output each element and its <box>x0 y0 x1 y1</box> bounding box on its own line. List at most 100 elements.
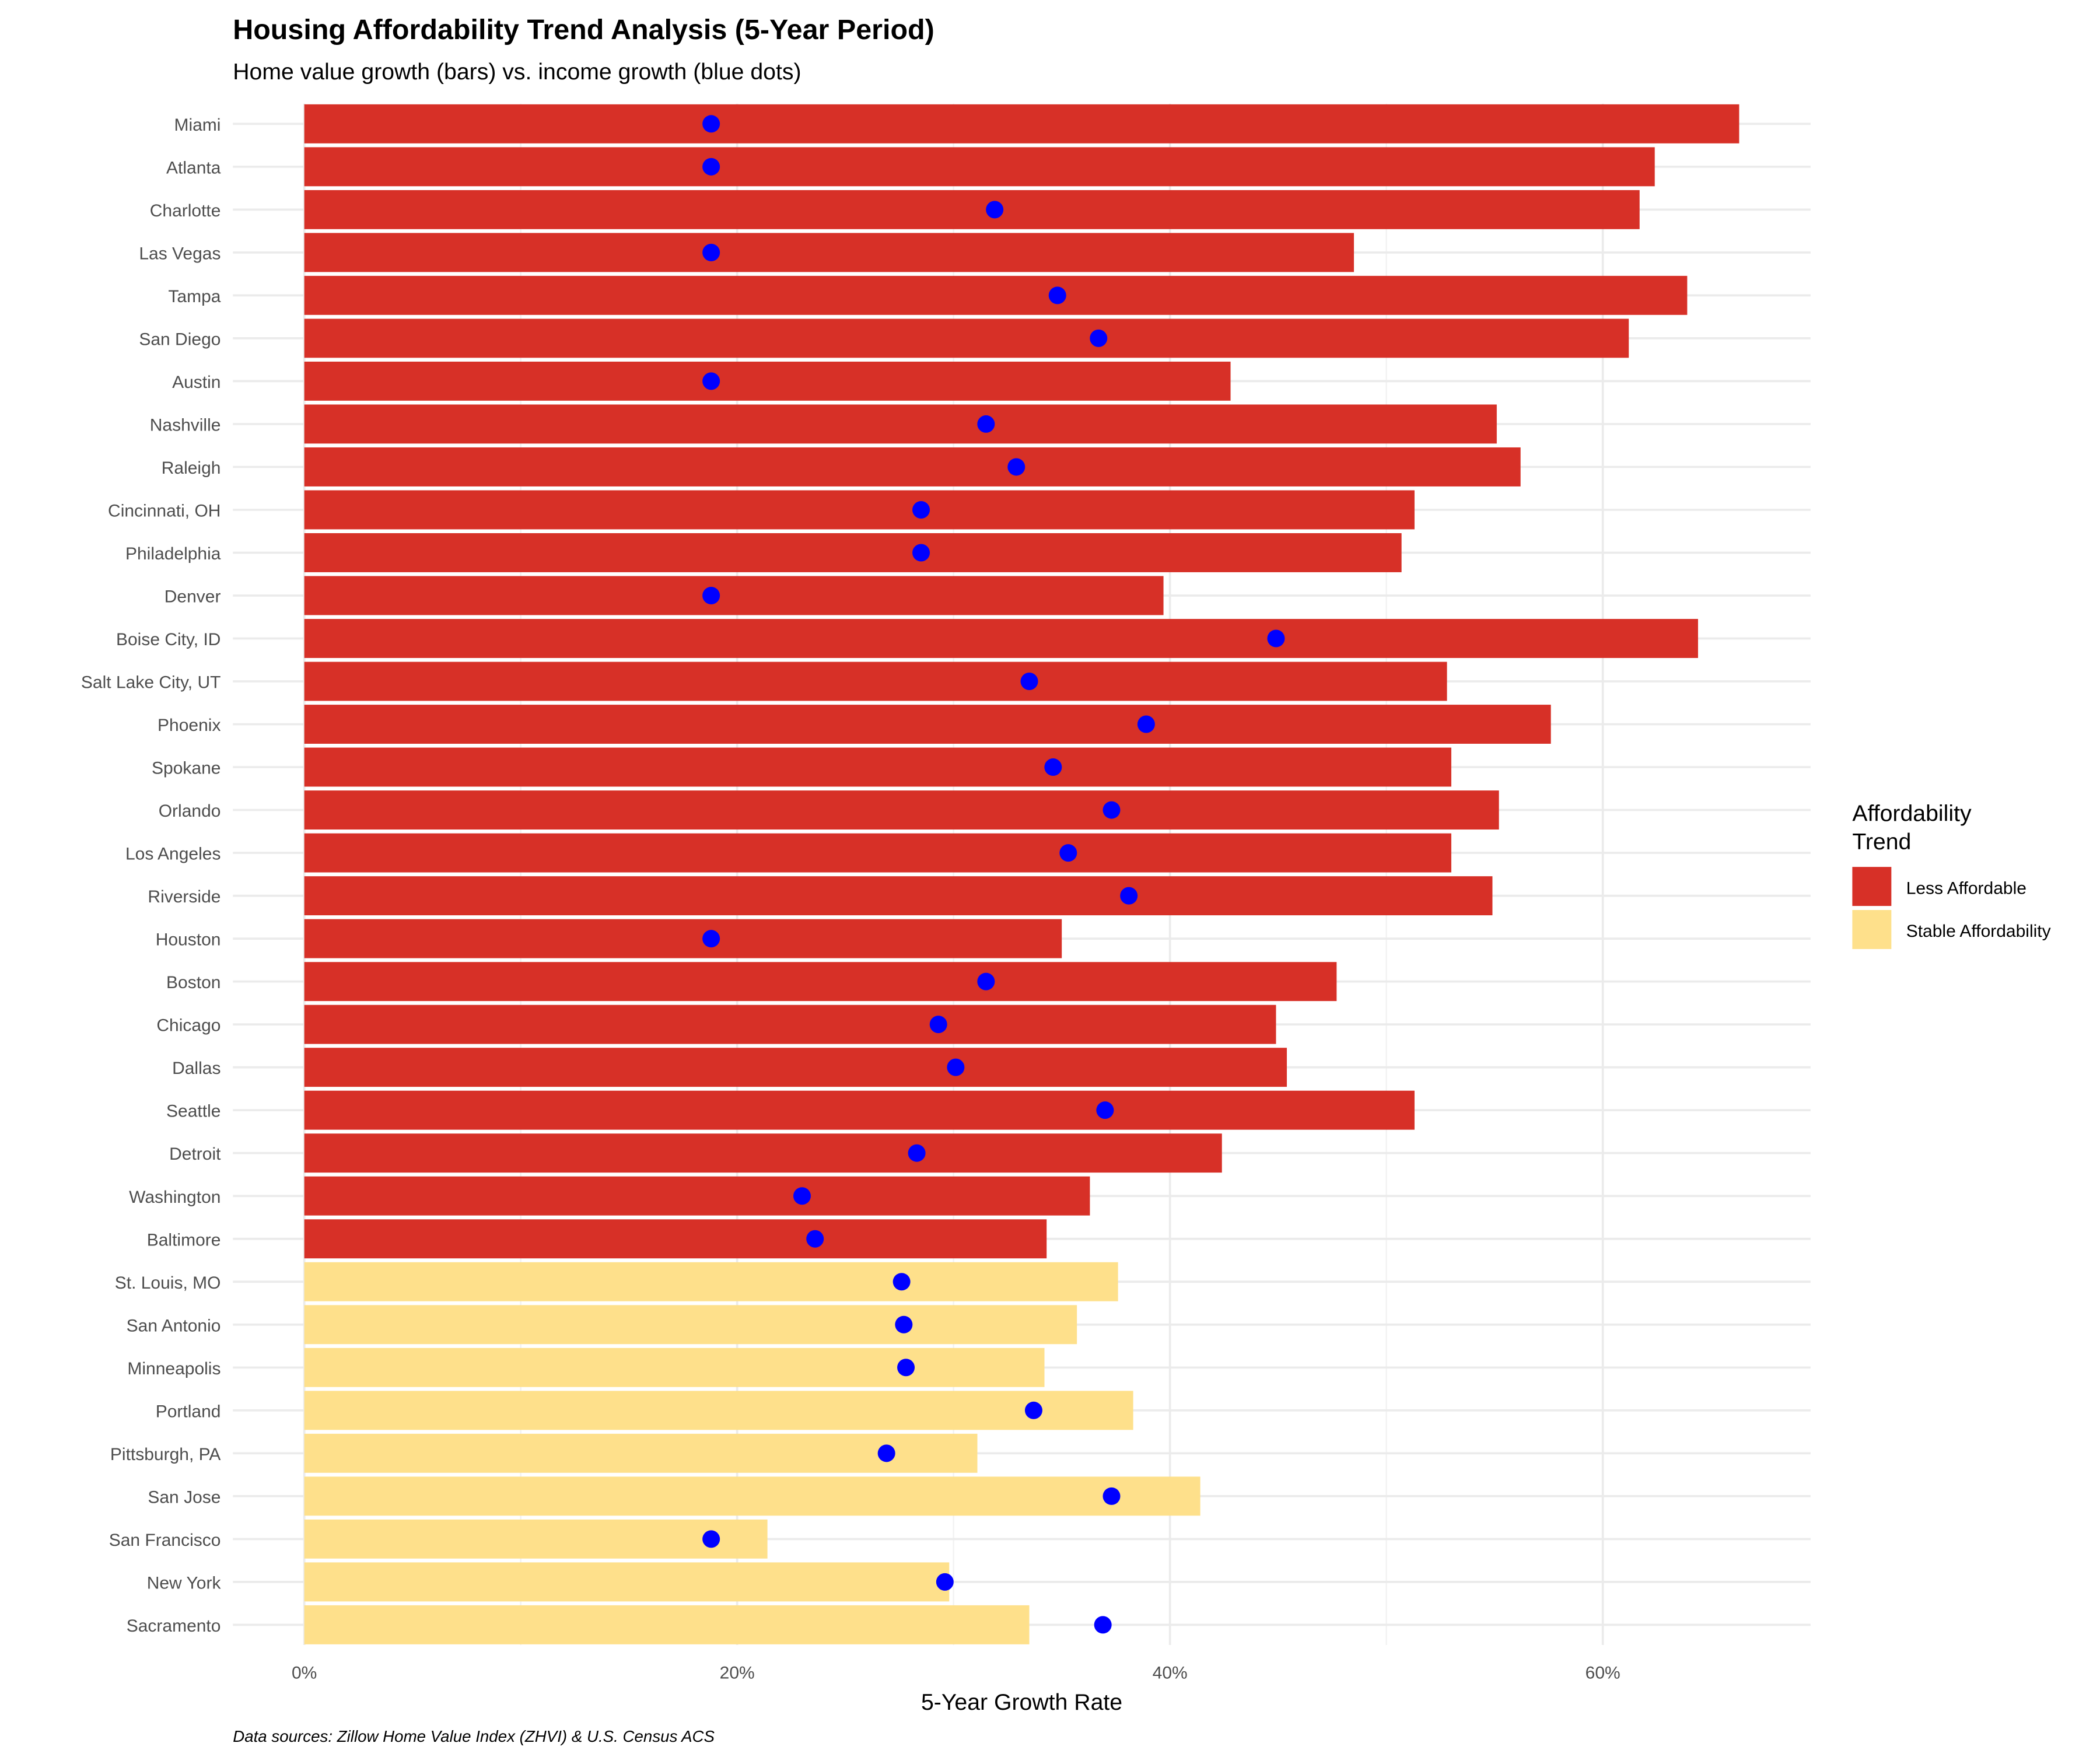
y-tick-label: St. Louis, MO <box>115 1273 221 1293</box>
caption: Data sources: Zillow Home Value Index (Z… <box>233 1727 715 1745</box>
bar <box>304 1476 1200 1516</box>
bar <box>304 1562 950 1602</box>
income-dot <box>897 1359 915 1377</box>
income-dot <box>895 1315 913 1334</box>
income-dot <box>986 201 1004 219</box>
bar <box>304 1391 1133 1430</box>
bar <box>304 747 1451 787</box>
y-tick-label: Boston <box>166 973 220 992</box>
income-dot <box>702 115 720 133</box>
bar <box>304 919 1062 958</box>
income-dot <box>1096 1101 1114 1119</box>
income-dot <box>806 1230 824 1248</box>
x-tick-label: 0% <box>292 1664 317 1683</box>
income-dot <box>977 972 995 991</box>
income-dot <box>947 1058 965 1076</box>
income-dot <box>702 930 720 948</box>
y-tick-label: Seattle <box>166 1102 220 1121</box>
y-tick-label: Atlanta <box>166 158 221 177</box>
y-tick-label: Charlotte <box>150 201 221 220</box>
y-axis-labels: Miami Atlanta Charlotte Las Vegas Tampa San D… <box>81 116 222 1636</box>
bar <box>304 790 1499 830</box>
y-tick-label: Orlando <box>159 802 221 821</box>
income-dot <box>702 243 720 261</box>
y-tick-label: Phoenix <box>158 716 220 735</box>
income-dot <box>702 158 720 176</box>
income-dot <box>1090 329 1108 347</box>
bar <box>304 1133 1222 1173</box>
y-tick-label: Washington <box>129 1188 220 1207</box>
y-tick-label: Los Angeles <box>125 845 220 864</box>
chart-title: Housing Affordability Trend Analysis (5-… <box>233 14 935 46</box>
bar <box>304 1048 1287 1087</box>
bar <box>304 1433 978 1473</box>
y-tick-label: Pittsburgh, PA <box>110 1445 221 1464</box>
income-dot <box>702 1530 720 1548</box>
bar <box>304 876 1493 916</box>
bar <box>304 233 1354 272</box>
bar <box>304 1519 768 1559</box>
y-tick-label: Philadelphia <box>125 544 221 564</box>
bar <box>304 404 1497 444</box>
income-dot <box>1048 286 1066 304</box>
y-tick-label: Portland <box>156 1402 221 1421</box>
legend-label-less-affordable: Less Affordable <box>1906 878 2027 898</box>
bar <box>304 104 1740 144</box>
x-axis-labels: 0% 20% 40% 60% <box>292 1664 1620 1683</box>
y-tick-label: Detroit <box>169 1144 221 1164</box>
y-tick-label: Las Vegas <box>139 244 220 263</box>
income-dot <box>936 1573 954 1591</box>
y-tick-label: Boise City, ID <box>116 630 220 649</box>
legend-swatch-stable-affordability <box>1852 910 1892 949</box>
bar <box>304 833 1451 873</box>
income-dot <box>892 1273 911 1291</box>
y-tick-label: Miami <box>174 116 220 135</box>
income-dot <box>1267 629 1285 648</box>
bar <box>304 662 1447 701</box>
income-dot <box>1094 1616 1112 1634</box>
y-tick-label: Tampa <box>168 287 220 306</box>
bar <box>304 447 1521 487</box>
y-tick-label: Cincinnati, OH <box>108 501 220 520</box>
income-dot <box>912 501 930 519</box>
bar <box>304 705 1551 744</box>
income-dot <box>1102 1487 1121 1505</box>
bar <box>304 147 1655 187</box>
bar <box>304 1605 1030 1644</box>
bar <box>304 1090 1415 1130</box>
bar <box>304 1262 1118 1301</box>
y-tick-label: Nashville <box>150 415 221 435</box>
y-tick-label: New York <box>147 1573 222 1592</box>
legend: Affordability Trend Less Affordable Stab… <box>1852 801 2051 949</box>
bar <box>304 190 1640 229</box>
x-axis-title: 5-Year Growth Rate <box>921 1689 1122 1715</box>
income-dot <box>1102 801 1121 819</box>
bar <box>304 490 1415 530</box>
y-tick-label: Austin <box>172 373 220 392</box>
y-tick-label: Dallas <box>172 1059 220 1078</box>
y-tick-label: Minneapolis <box>127 1359 220 1378</box>
y-tick-label: Sacramento <box>127 1616 221 1636</box>
income-dot <box>877 1444 895 1462</box>
income-dot <box>977 415 995 433</box>
y-tick-label: Chicago <box>156 1016 220 1035</box>
y-tick-label: San Francisco <box>109 1531 221 1550</box>
y-tick-label: Salt Lake City, UT <box>81 673 221 692</box>
x-tick-label: 20% <box>720 1664 755 1683</box>
bar <box>304 1005 1276 1044</box>
y-tick-label: Spokane <box>152 759 220 778</box>
x-tick-label: 40% <box>1153 1664 1188 1683</box>
legend-label-stable-affordability: Stable Affordability <box>1906 922 2051 941</box>
income-dot <box>1024 1401 1042 1419</box>
income-dot <box>912 544 930 562</box>
income-dot <box>1020 673 1038 691</box>
income-dot <box>1044 758 1062 776</box>
income-dot <box>1120 887 1138 905</box>
y-tick-label: Denver <box>164 587 221 607</box>
y-tick-label: San Diego <box>139 330 220 349</box>
bar <box>304 576 1164 615</box>
income-dot <box>1007 458 1026 476</box>
bars <box>304 104 1740 1644</box>
income-dot <box>1137 715 1155 733</box>
